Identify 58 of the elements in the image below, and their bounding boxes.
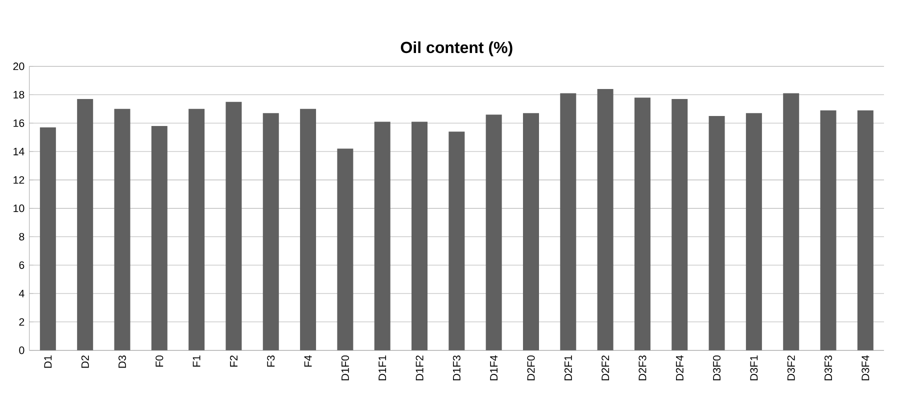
x-tick-label: D2F0 bbox=[527, 355, 535, 380]
bar bbox=[40, 127, 56, 350]
chart-title: Oil content (%) bbox=[400, 41, 512, 56]
x-tick-label: D3F3 bbox=[824, 356, 832, 380]
bar bbox=[708, 116, 725, 350]
bar bbox=[486, 114, 502, 350]
x-tick-label: D1F3 bbox=[452, 356, 460, 380]
x-tick-label: D3F4 bbox=[862, 355, 870, 380]
x-tick-label: D1F1 bbox=[378, 356, 386, 380]
bar bbox=[374, 122, 390, 350]
bar bbox=[300, 108, 316, 350]
x-tick-label: D2F2 bbox=[602, 356, 610, 380]
bar bbox=[77, 98, 94, 350]
x-tick-label: F3 bbox=[267, 356, 275, 367]
bar bbox=[337, 148, 354, 350]
x-tick-label: F2 bbox=[230, 356, 238, 367]
bar bbox=[746, 113, 762, 350]
x-tick-label: D1F4 bbox=[490, 355, 498, 380]
y-tick-label: 4 bbox=[18, 290, 24, 298]
bar bbox=[226, 102, 242, 350]
x-tick-label: D3F0 bbox=[713, 355, 721, 380]
x-tick-label: F4 bbox=[304, 355, 312, 367]
y-tick-label: 16 bbox=[14, 119, 24, 127]
bar bbox=[262, 113, 279, 350]
x-tick-label: D1F2 bbox=[416, 356, 424, 380]
bar bbox=[188, 108, 205, 350]
y-tick-label: 0 bbox=[19, 346, 24, 354]
x-tick-label: D2F4 bbox=[676, 355, 684, 380]
bar bbox=[672, 98, 688, 350]
x-tick-label: D3F1 bbox=[750, 356, 758, 380]
x-tick-label: D2 bbox=[81, 356, 89, 368]
bar bbox=[857, 110, 874, 350]
bar bbox=[597, 89, 614, 350]
y-tick-label: 6 bbox=[19, 261, 24, 269]
bar bbox=[448, 132, 465, 350]
y-tick-label: 14 bbox=[14, 148, 24, 156]
y-tick-label: 8 bbox=[19, 232, 24, 240]
x-tick-label: D2F1 bbox=[564, 356, 572, 380]
x-tick-label: F0 bbox=[156, 355, 164, 367]
bar bbox=[114, 108, 130, 350]
y-tick-label: 2 bbox=[19, 318, 24, 326]
x-tick-label: D1 bbox=[44, 356, 52, 368]
y-tick-label: 20 bbox=[13, 62, 24, 70]
x-tick-label: F1 bbox=[192, 356, 200, 367]
x-tick-label: D3 bbox=[118, 356, 126, 368]
bar bbox=[522, 113, 539, 350]
bar bbox=[820, 110, 836, 350]
y-tick-label: 10 bbox=[14, 204, 24, 212]
bar bbox=[783, 93, 800, 350]
bar bbox=[412, 122, 428, 350]
x-tick-label: D1F0 bbox=[341, 355, 349, 380]
bar bbox=[634, 98, 650, 350]
bar bbox=[151, 126, 168, 350]
y-tick-label: 12 bbox=[14, 176, 24, 184]
bar bbox=[560, 93, 576, 350]
y-tick-label: 18 bbox=[14, 90, 24, 98]
x-tick-label: D2F3 bbox=[638, 356, 646, 380]
x-tick-label: D3F2 bbox=[787, 356, 795, 380]
